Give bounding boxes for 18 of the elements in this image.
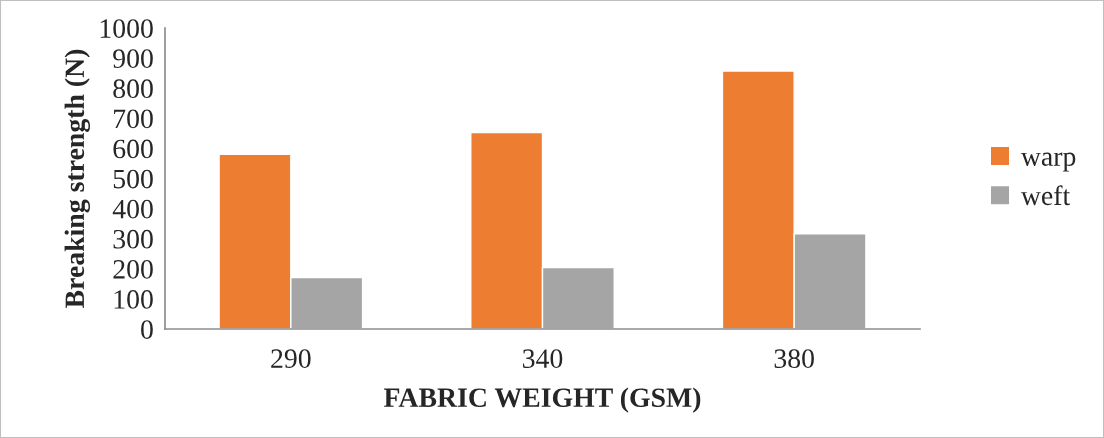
y-tick-label: 600	[113, 139, 153, 159]
y-tick-label: 800	[113, 79, 153, 99]
y-tick-label: 200	[113, 259, 153, 279]
y-axis-title: Breaking strength (N)	[64, 49, 90, 308]
legend-label: weft	[1020, 185, 1071, 206]
y-tick-label: 1000	[100, 19, 153, 38]
x-axis-title: FABRIC WEIGHT (GSM)	[383, 387, 701, 413]
x-tick-label: 340	[522, 349, 563, 368]
y-tick-label: 700	[114, 109, 153, 129]
x-tick-label: 290	[271, 349, 311, 368]
legend-label: warp	[1020, 152, 1076, 172]
x-tick-label: 380	[774, 349, 814, 368]
y-tick-label: 0	[141, 320, 153, 339]
y-tick-label: 100	[114, 290, 153, 309]
y-tick-label: 400	[112, 199, 153, 219]
y-tick-label: 900	[113, 49, 153, 69]
y-tick-label: 300	[113, 229, 153, 249]
y-tick-label: 500	[113, 169, 153, 189]
